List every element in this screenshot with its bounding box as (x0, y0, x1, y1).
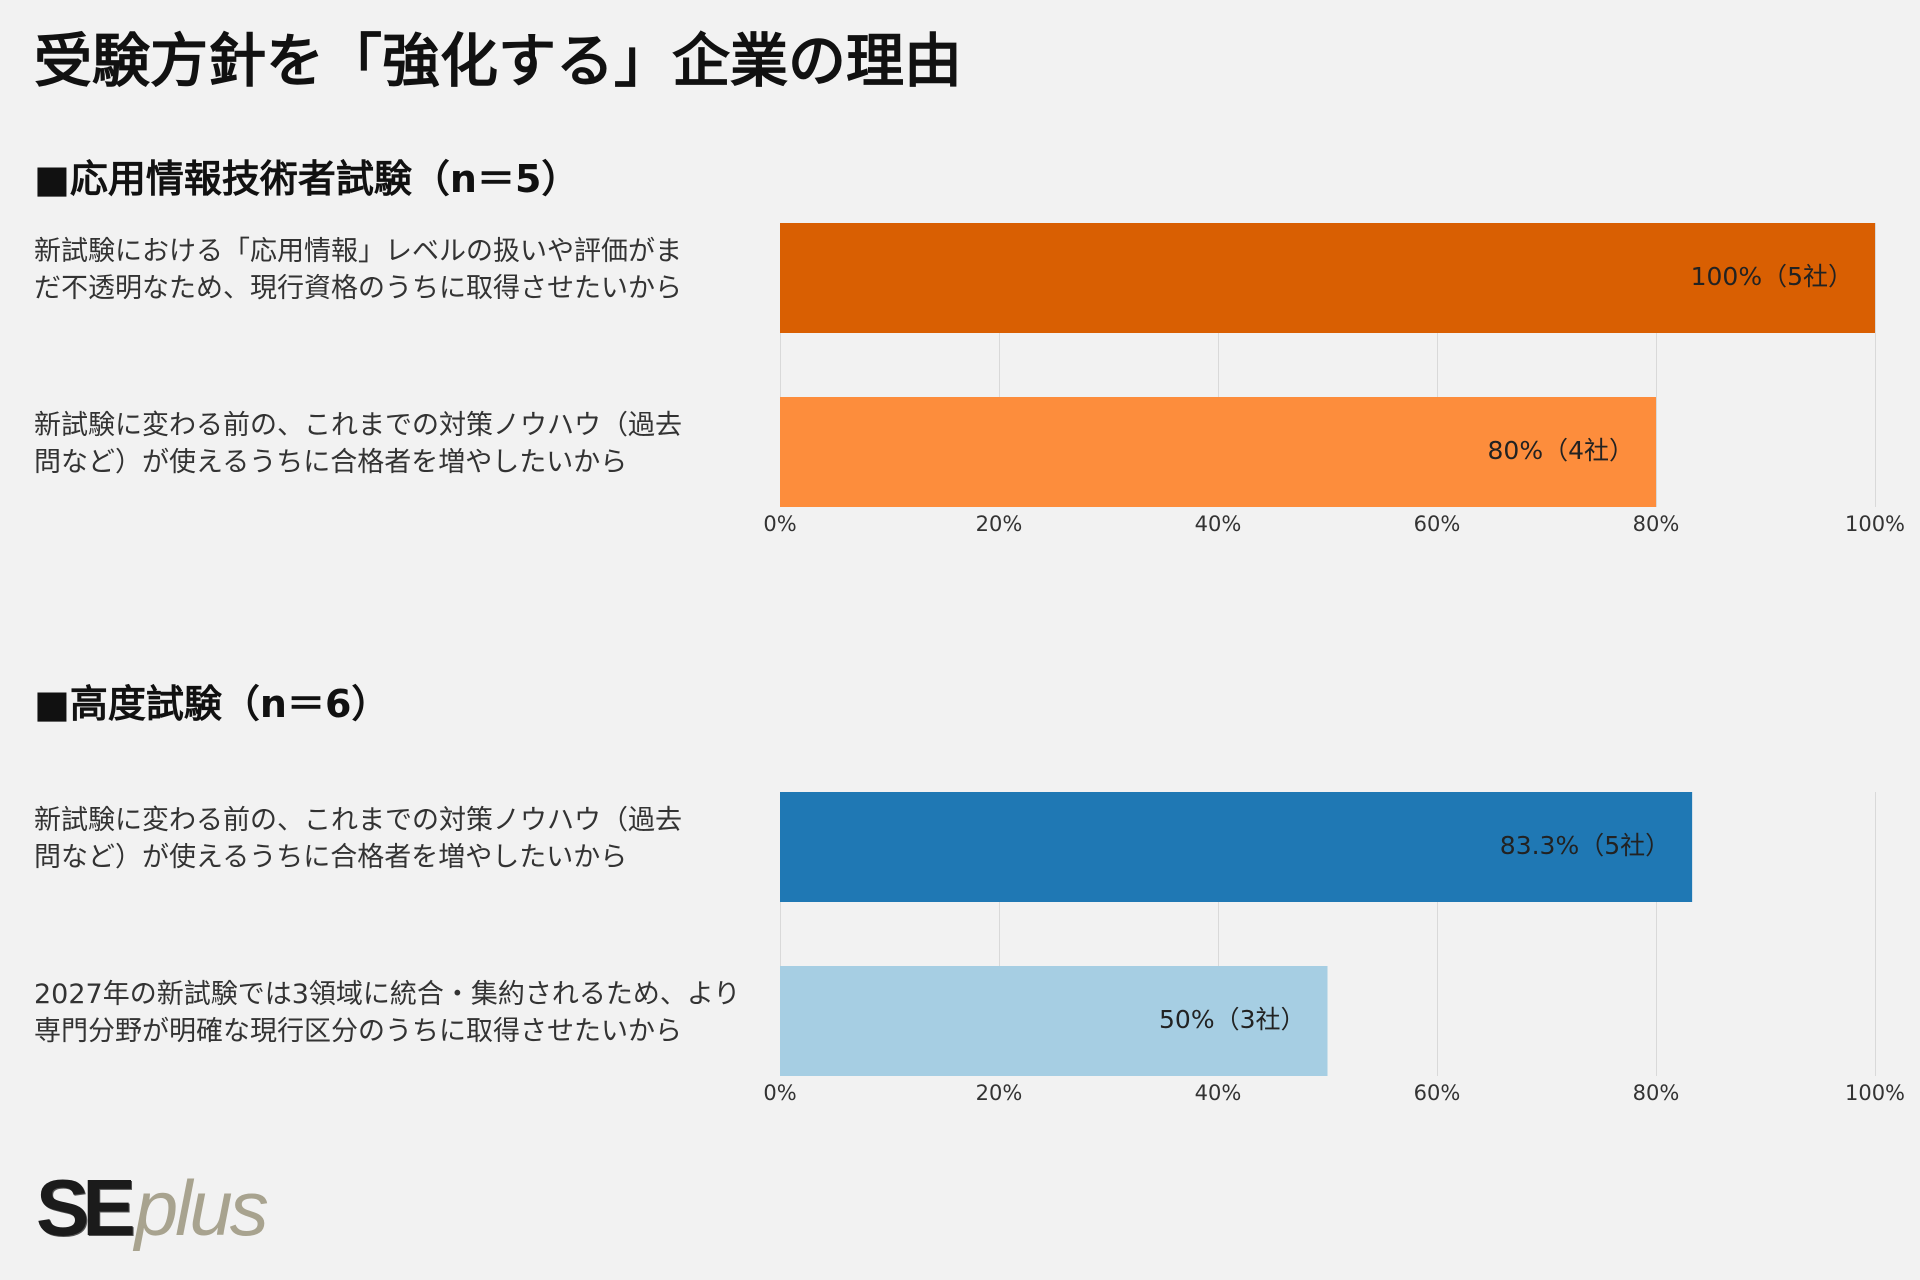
logo-plus-text: plus (134, 1164, 269, 1252)
seplus-logo: SE plus (36, 1163, 269, 1252)
bar-chart-advanced-exam: 0% 20% 40% 60% 80% 100% 83.3%（5社） 50%（3社） (760, 792, 1910, 1116)
category-label: 新試験に変わる前の、これまでの対策ノウハウ（過去 問など）が使えるうちに合格者を… (34, 805, 682, 873)
bar (780, 966, 1328, 1076)
x-tick-label: 20% (976, 512, 1023, 536)
data-label: 83.3%（5社） (1500, 831, 1670, 860)
chart-svg: 0% 20% 40% 60% 80% 100% 100%（5社） 80%（4社） (763, 223, 1905, 536)
bar (780, 397, 1656, 507)
x-tick-label: 0% (763, 1081, 796, 1105)
category-label: 新試験に変わる前の、これまでの対策ノウハウ（過去 問など）が使えるうちに合格者を… (34, 410, 682, 478)
bar-chart-applied-information-exam: 0% 20% 40% 60% 80% 100% 100%（5社） 80%（4社） (760, 223, 1910, 547)
x-tick-label: 100% (1845, 1081, 1905, 1105)
category-label: 新試験における「応用情報」レベルの扱いや評価がま だ不透明なため、現行資格のうち… (34, 236, 682, 304)
x-tick-label: 20% (976, 1081, 1023, 1105)
x-tick-label: 80% (1633, 512, 1680, 536)
x-tick-label: 0% (763, 512, 796, 536)
category-labels-applied-information-exam: 新試験における「応用情報」レベルの扱いや評価がま だ不透明なため、現行資格のうち… (34, 223, 754, 507)
bar (780, 792, 1693, 902)
logo-se-text: SE (36, 1163, 136, 1252)
x-tick-label: 100% (1845, 512, 1905, 536)
x-tick-label: 80% (1633, 1081, 1680, 1105)
x-tick-label: 60% (1414, 512, 1461, 536)
category-labels-advanced-exam: 新試験に変わる前の、これまでの対策ノウハウ（過去 問など）が使えるうちに合格者を… (34, 792, 754, 1076)
section-title-applied-information-exam: ■応用情報技術者試験（n＝5） (34, 157, 580, 201)
section-title-advanced-exam: ■高度試験（n＝6） (34, 682, 390, 726)
data-label: 100%（5社） (1691, 262, 1853, 291)
x-tick-label: 40% (1195, 1081, 1242, 1105)
x-tick-label: 40% (1195, 512, 1242, 536)
data-label: 80%（4社） (1488, 436, 1634, 465)
x-tick-label: 60% (1414, 1081, 1461, 1105)
page-title: 受験方針を「強化する」企業の理由 (34, 27, 963, 95)
data-label: 50%（3社） (1159, 1005, 1305, 1034)
bar (780, 223, 1875, 333)
category-label: 2027年の新試験では3領域に統合・集約されるため、より 専門分野が明確な現行区… (34, 979, 741, 1047)
chart-svg: 0% 20% 40% 60% 80% 100% 83.3%（5社） 50%（3社） (763, 792, 1905, 1105)
